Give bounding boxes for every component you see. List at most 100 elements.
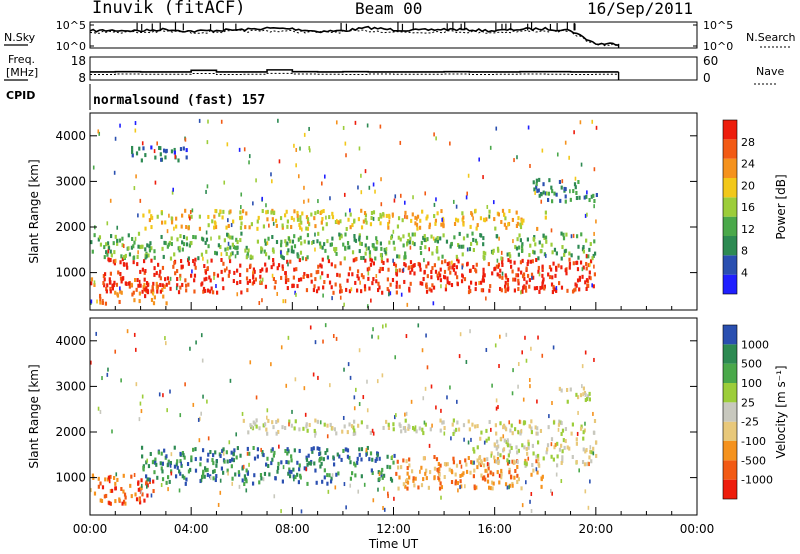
power-cell	[466, 233, 469, 238]
power-cell	[390, 235, 393, 240]
power-cell	[475, 226, 478, 231]
power-cell	[232, 245, 236, 250]
power-cell	[449, 141, 451, 146]
power-cell	[529, 243, 532, 248]
power-cell	[389, 291, 392, 296]
power-cell	[185, 242, 189, 247]
power-cell	[123, 255, 126, 260]
velocity-cell	[260, 447, 262, 452]
power-cell	[349, 225, 352, 230]
power-cell	[406, 302, 409, 307]
power-cell	[292, 275, 295, 280]
power-cell	[271, 273, 274, 278]
power-cell	[313, 216, 316, 221]
power-cell	[589, 259, 593, 264]
power-cell	[573, 182, 577, 187]
power-cell	[169, 276, 172, 281]
velocity-cell	[309, 461, 312, 466]
power-cell	[368, 253, 372, 258]
velocity-cell	[478, 455, 482, 460]
power-cell	[143, 282, 146, 287]
power-cell	[197, 256, 200, 261]
velocity-cell	[436, 467, 439, 472]
power-cell	[112, 241, 115, 246]
velocity-cell	[200, 333, 203, 338]
velocity-cell	[268, 472, 271, 477]
velocity-cell	[405, 411, 408, 416]
power-cell	[268, 223, 270, 228]
power-cell	[239, 225, 243, 230]
velocity-cell	[552, 420, 556, 425]
power-cell	[336, 272, 339, 277]
power-cell	[312, 288, 316, 293]
velocity-cell	[536, 470, 539, 475]
velocity-cell	[122, 473, 125, 478]
power-cell	[148, 209, 151, 214]
velocity-cell	[499, 436, 503, 441]
power-cell	[368, 266, 371, 271]
power-cell	[331, 296, 333, 301]
power-cell	[90, 281, 93, 286]
velocity-cell	[508, 485, 510, 490]
power-cell	[504, 280, 507, 285]
power-cell	[272, 211, 276, 216]
power-cell	[462, 274, 464, 279]
velocity-cell	[552, 345, 555, 350]
power-cell	[474, 281, 477, 286]
velocity-cell	[225, 450, 228, 455]
power-cell	[261, 209, 264, 214]
power-cell	[484, 251, 487, 256]
power-cell	[265, 210, 268, 215]
velocity-cell	[189, 467, 192, 472]
power-cell	[440, 209, 443, 214]
velocity-cell	[200, 478, 203, 483]
velocity-cell	[288, 467, 291, 472]
velocity-cell	[204, 466, 207, 471]
velocity-cell	[305, 457, 309, 462]
velocity-cell	[430, 384, 433, 389]
velocity-cell	[246, 451, 249, 456]
power-cell	[572, 261, 575, 266]
velocity-cell	[402, 482, 405, 487]
power-cell	[229, 209, 232, 214]
velocity-cell	[422, 396, 425, 401]
velocity-cell	[449, 385, 451, 390]
power-cell	[384, 250, 387, 255]
velocity-cell	[290, 469, 293, 474]
velocity-cell	[473, 449, 476, 454]
velocity-cell	[133, 332, 136, 337]
power-cell	[550, 185, 553, 190]
power-cell	[591, 256, 594, 261]
power-cell	[407, 232, 410, 237]
velocity-cell	[330, 476, 333, 481]
power-cell	[409, 245, 412, 250]
power-cell	[436, 246, 439, 251]
power-cell	[206, 288, 210, 293]
power-cell	[527, 125, 530, 130]
velocity-cell	[256, 454, 259, 459]
power-cell	[165, 301, 168, 306]
velocity-cell	[482, 463, 486, 468]
power-cell	[372, 216, 375, 221]
velocity-cell	[465, 469, 469, 474]
power-cell	[259, 274, 262, 279]
velocity-cell	[397, 486, 400, 491]
velocity-cell	[486, 462, 489, 467]
velocity-cell	[474, 424, 477, 429]
velocity-cell	[349, 476, 353, 481]
power-cell	[441, 254, 444, 259]
power-cell	[353, 237, 356, 242]
power-cell	[557, 263, 560, 268]
power-cell	[194, 265, 197, 270]
power-cell	[507, 258, 510, 263]
power-cell	[471, 212, 474, 217]
power-cell	[193, 278, 196, 283]
velocity-cell	[288, 474, 292, 479]
power-cell	[143, 287, 146, 292]
beam-title: Beam 00	[355, 0, 423, 18]
velocity-cell	[139, 401, 142, 406]
velocity-cell	[552, 457, 555, 462]
power-cell	[577, 180, 580, 185]
power-cell	[252, 270, 254, 275]
velocity-cell	[178, 488, 181, 493]
